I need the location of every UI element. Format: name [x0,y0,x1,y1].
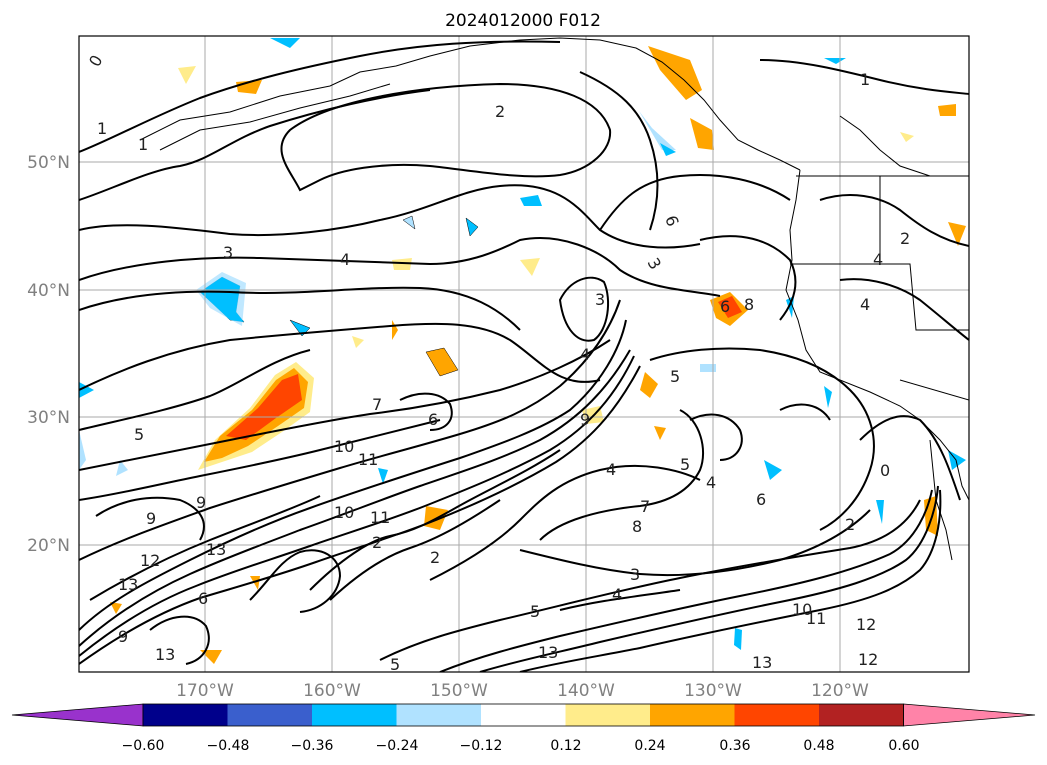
contour-label: 12 [858,650,878,669]
contour-label: 6 [720,297,730,316]
contour-label: 9 [196,493,206,512]
contour-label: 9 [118,627,128,646]
colorbar-tick-label: −0.24 [376,738,419,754]
lon-label: 120°W [811,681,869,701]
colorbar-ticks: −0.60 −0.48 −0.36 −0.24 −0.12 0.12 0.24 … [122,738,920,754]
contour-label: 4 [612,585,622,604]
colorbar-segment [650,704,735,726]
contour-label: 10 [792,600,812,619]
contour-label: 3 [595,290,605,309]
colorbar: −0.60 −0.48 −0.36 −0.24 −0.12 0.12 0.24 … [11,703,1036,754]
contour-label: 13 [206,540,226,559]
contour-label: 1 [138,135,148,154]
contour-label: 10 [334,503,354,522]
colorbar-tick-label: −0.12 [460,738,503,754]
colorbar-tick-label: 0.60 [888,738,919,754]
contour-label: 11 [358,450,378,469]
lat-label: 50°N [27,153,70,173]
contour-label: 9 [580,410,590,429]
contour-label: 8 [632,517,642,536]
colorbar-extend-high [903,703,1036,727]
contour-label: 5 [390,655,400,674]
contour-label: 6 [756,490,766,509]
contour-label: 2 [845,515,855,534]
contour-label: 2 [900,229,910,248]
longitude-labels: 170°W 160°W 150°W 140°W 130°W 120°W [176,681,869,701]
contour-label: 11 [806,609,826,628]
contour-label: 5 [670,367,680,386]
lon-label: 130°W [684,681,742,701]
contour-label: 4 [860,295,870,314]
contour-label: 6 [428,410,438,429]
lon-label: 170°W [176,681,234,701]
contour-label: 4 [340,250,350,269]
contour-label: 12 [856,615,876,634]
contour-label: 4 [706,473,716,492]
colorbar-frame [142,703,904,727]
colorbar-tick-label: 0.36 [719,738,750,754]
colorbar-extend-low [11,703,144,727]
contour-labels: 0 1 1 2 1 3 4 3 6 4 4 3 2 5 6 9 10 11 10… [85,52,910,674]
contour-label: 5 [530,602,540,621]
colorbar-tick-label: −0.36 [291,738,334,754]
contour-label: 3 [223,243,233,262]
colorbar-tick-label: 0.48 [803,738,834,754]
contour-label: 4 [580,345,590,364]
colorbar-segment [143,704,228,726]
contour-label: 0 [880,461,890,480]
map-title: 2024012000 F012 [445,11,601,31]
contour-label: 7 [640,497,650,516]
contour-label: 2 [372,533,382,552]
lat-label: 40°N [27,281,70,301]
lon-label: 160°W [303,681,361,701]
plot-border [78,35,970,673]
lat-label: 20°N [27,536,70,556]
colorbar-segments [11,703,1036,727]
colorbar-segment [481,704,566,726]
colorbar-segment [734,704,820,726]
contour-label: 3 [630,565,640,584]
contour-label: 8 [744,295,754,314]
contour-label: 2 [430,548,440,567]
contour-label: 12 [140,551,160,570]
colorbar-tick-label: −0.48 [207,738,250,754]
contour-label: 11 [370,508,390,527]
contour-label: 5 [134,425,144,444]
plot-area: 0 1 1 2 1 3 4 3 6 4 4 3 2 5 6 9 10 11 10… [79,36,969,674]
contour-label: 1 [860,70,870,89]
contour-label: 6 [198,589,208,608]
contour-label: 10 [334,437,354,456]
colorbar-tick-label: 0.12 [550,738,581,754]
latitude-labels: 50°N 40°N 30°N 20°N [27,153,70,556]
colorbar-segment [819,704,904,726]
contour-label: 4 [873,250,883,269]
contour-label: 13 [118,575,138,594]
contour-label: 13 [538,643,558,662]
colorbar-segment [565,704,651,726]
colorbar-segment [227,704,313,726]
lon-label: 150°W [430,681,488,701]
colorbar-tick-label: 0.24 [634,738,665,754]
contour-label: 13 [155,645,175,664]
contour-label: 5 [680,455,690,474]
contour-label: 13 [752,653,772,672]
lon-label: 140°W [557,681,615,701]
contour-label: 9 [146,509,156,528]
colorbar-segment [396,704,482,726]
contour-label: 2 [495,102,505,121]
contour-label: 1 [97,119,107,138]
colorbar-tick-label: −0.60 [122,738,165,754]
contour-label: 7 [372,395,382,414]
contour-label: 4 [606,460,616,479]
colorbar-segment [312,704,397,726]
lat-label: 30°N [27,408,70,428]
contour-lines [79,40,969,672]
coastlines [139,37,969,561]
